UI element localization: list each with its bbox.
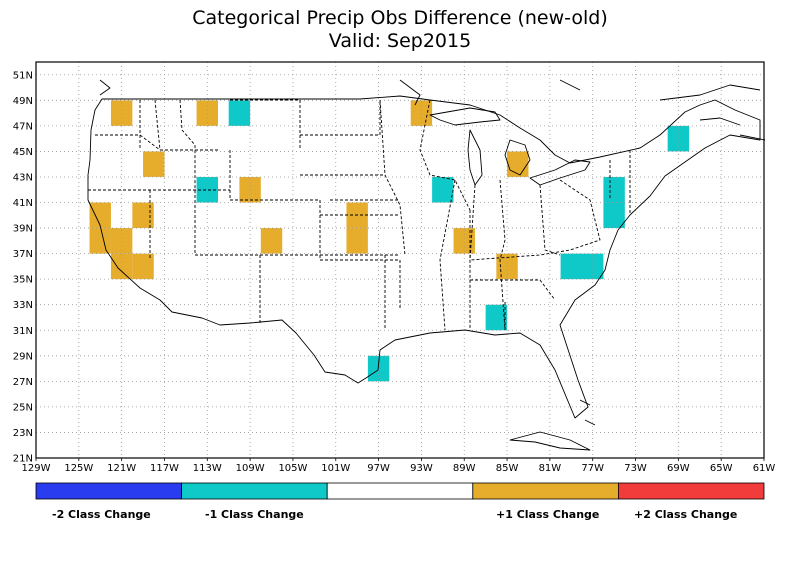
latitude-tick-label: 31N [13, 326, 33, 337]
us-outline [87, 95, 761, 419]
latitude-tick-label: 35N [13, 275, 33, 286]
longitude-tick-label: 73W [624, 463, 647, 474]
longitude-tick-label: 109W [236, 463, 265, 474]
anomaly-cell [196, 176, 218, 203]
legend-swatch [618, 482, 765, 500]
anomaly-cell [132, 253, 154, 280]
anomaly-cell [89, 202, 111, 229]
legend-color-bar [35, 482, 765, 500]
legend-label-plus1: +1 Class Change [496, 508, 600, 521]
anomaly-cell [560, 253, 582, 280]
longitude-tick-label: 69W [667, 463, 690, 474]
latitude-tick-label: 47N [13, 121, 33, 132]
legend-label-minus2: -2 Class Change [52, 508, 151, 521]
anomaly-cell [432, 176, 454, 203]
latitude-tick-labels: 21N 23N 25N 27N 29N 31N 33N 35N 37N 39N 41N 43N 45N 4… [13, 70, 33, 464]
anomaly-cell [485, 304, 508, 331]
latitude-tick-label: 39N [13, 224, 33, 235]
latitude-tick-label: 45N [13, 147, 33, 158]
anomaly-cell [89, 228, 111, 254]
latitude-tick-label: 23N [13, 428, 33, 439]
legend-label-plus2: +2 Class Change [634, 508, 738, 521]
longitude-tick-label: 125W [64, 463, 93, 474]
longitude-tick-label: 121W [107, 463, 136, 474]
state-boundaries-layer [87, 79, 766, 451]
longitude-tick-label: 117W [150, 463, 179, 474]
longitude-tick-labels: 129W 125W 121W 117W 113W 109W 105W 101W 97W 93W 89… [22, 458, 776, 474]
state-lines [88, 99, 631, 331]
longitude-tick-label: 93W [410, 463, 433, 474]
longitude-tick-label: 77W [581, 463, 604, 474]
longitude-tick-label: 113W [193, 463, 222, 474]
longitude-tick-label: 85W [496, 463, 519, 474]
anomaly-cell [507, 151, 529, 177]
anomaly-cell [239, 176, 261, 203]
latitude-tick-label: 33N [13, 300, 33, 311]
latitude-tick-label: 37N [13, 249, 33, 260]
legend-label-minus1: -1 Class Change [205, 508, 304, 521]
caribbean-islands [509, 399, 596, 451]
longitude-tick-label: 105W [278, 463, 307, 474]
longitude-tick-label: 129W [22, 463, 51, 474]
anomaly-cell [196, 100, 218, 126]
map-title: Categorical Precip Obs Difference (new-o… [192, 7, 608, 29]
latitude-tick-label: 49N [13, 96, 33, 107]
latitude-tick-label: 25N [13, 402, 33, 413]
anomaly-cell [132, 202, 154, 229]
legend-swatch [326, 482, 474, 500]
anomaly-cell [260, 228, 283, 254]
graticule-layer [36, 62, 764, 458]
longitude-tick-label: 101W [321, 463, 350, 474]
longitude-tick-label: 65W [710, 463, 733, 474]
latitude-tick-label: 41N [13, 198, 33, 209]
anomaly-cell [346, 228, 368, 254]
anomaly-cell [228, 100, 251, 126]
latitude-tick-label: 29N [13, 351, 33, 362]
anomaly-cell [603, 202, 625, 229]
longitude-tick-label: 89W [453, 463, 476, 474]
anomaly-cell [410, 100, 433, 126]
legend-swatch [181, 482, 328, 500]
anomaly-cell [110, 100, 133, 126]
longitude-tick-label: 61W [753, 463, 776, 474]
legend-swatch [35, 482, 183, 500]
latitude-tick-label: 27N [13, 377, 33, 388]
anomaly-cell [110, 228, 133, 254]
latitude-tick-label: 51N [13, 70, 33, 81]
canada-coast [99, 79, 766, 141]
anomaly-cells-layer [89, 100, 690, 382]
anomaly-cell [603, 176, 625, 203]
latitude-tick-label: 21N [13, 454, 33, 465]
longitude-tick-label: 81W [539, 463, 562, 474]
map-subtitle: Valid: Sep2015 [328, 30, 472, 52]
map-frame [35, 61, 765, 459]
latitude-tick-label: 43N [13, 172, 33, 183]
anomaly-cell [143, 151, 165, 177]
legend-swatch [472, 482, 619, 500]
longitude-tick-label: 97W [367, 463, 390, 474]
